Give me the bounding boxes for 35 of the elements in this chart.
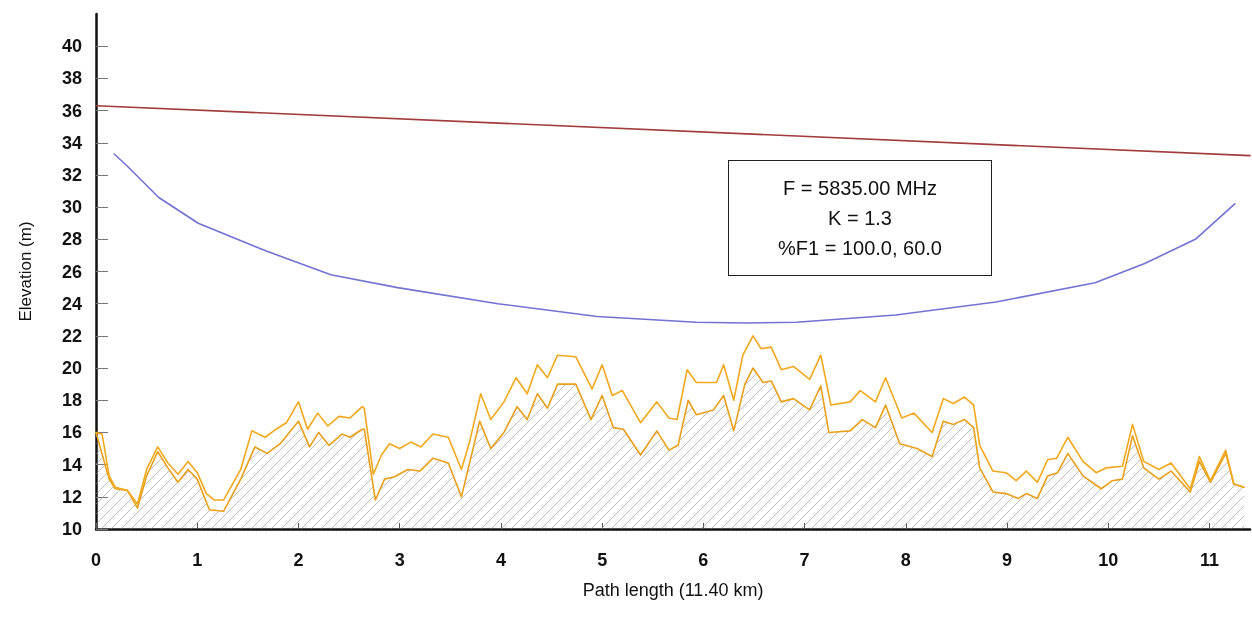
x-tick-label: 11: [1199, 550, 1220, 570]
x-tick-label: 7: [799, 550, 810, 570]
x-axis-title: Path length (11.40 km): [582, 580, 764, 600]
x-tick-label: 9: [1002, 550, 1013, 570]
y-tick-label: 22: [61, 325, 82, 346]
y-tick-label: 28: [61, 229, 82, 250]
y-tick-label: 16: [61, 422, 82, 443]
annotation: %F1 = 100.0, 60.0: [777, 236, 943, 261]
y-tick-label: 24: [61, 293, 82, 314]
y-tick-label: 34: [61, 132, 82, 153]
y-tick-label: 38: [61, 68, 82, 89]
y-axis-title: Elevation (m): [16, 221, 35, 322]
annotation: K = 1.3: [827, 206, 893, 231]
y-tick-label: 30: [61, 197, 82, 218]
x-tick-label: 1: [192, 550, 203, 570]
y-tick-label: 18: [61, 390, 82, 411]
x-tick-label: 0: [90, 550, 102, 570]
x-tick-label: 3: [394, 550, 405, 570]
y-tick-label: 12: [61, 486, 82, 507]
x-tick-label: 6: [698, 550, 709, 570]
y-tick-label: 40: [61, 36, 82, 57]
x-tick-label: 2: [293, 550, 304, 570]
text-box: F = 5835.00 MHz K = 1.3 %F1 = 100.0, 60.0: [728, 160, 992, 276]
y-tick-label: 20: [61, 358, 82, 379]
y-tick-label: 14: [61, 454, 82, 475]
y-tick-label: 32: [61, 164, 82, 185]
x-tick-label: 4: [495, 550, 506, 570]
x-tick-label: 5: [597, 550, 608, 570]
line-series: [113, 153, 1236, 324]
annotation: F = 5835.00 MHz: [782, 176, 938, 201]
y-tick-label: 36: [61, 100, 82, 121]
x-tick-label: 10: [1098, 550, 1119, 570]
y-tick-label: 26: [61, 261, 82, 282]
x-tick-label: 8: [900, 550, 911, 570]
y-tick-label: 10: [61, 519, 82, 539]
